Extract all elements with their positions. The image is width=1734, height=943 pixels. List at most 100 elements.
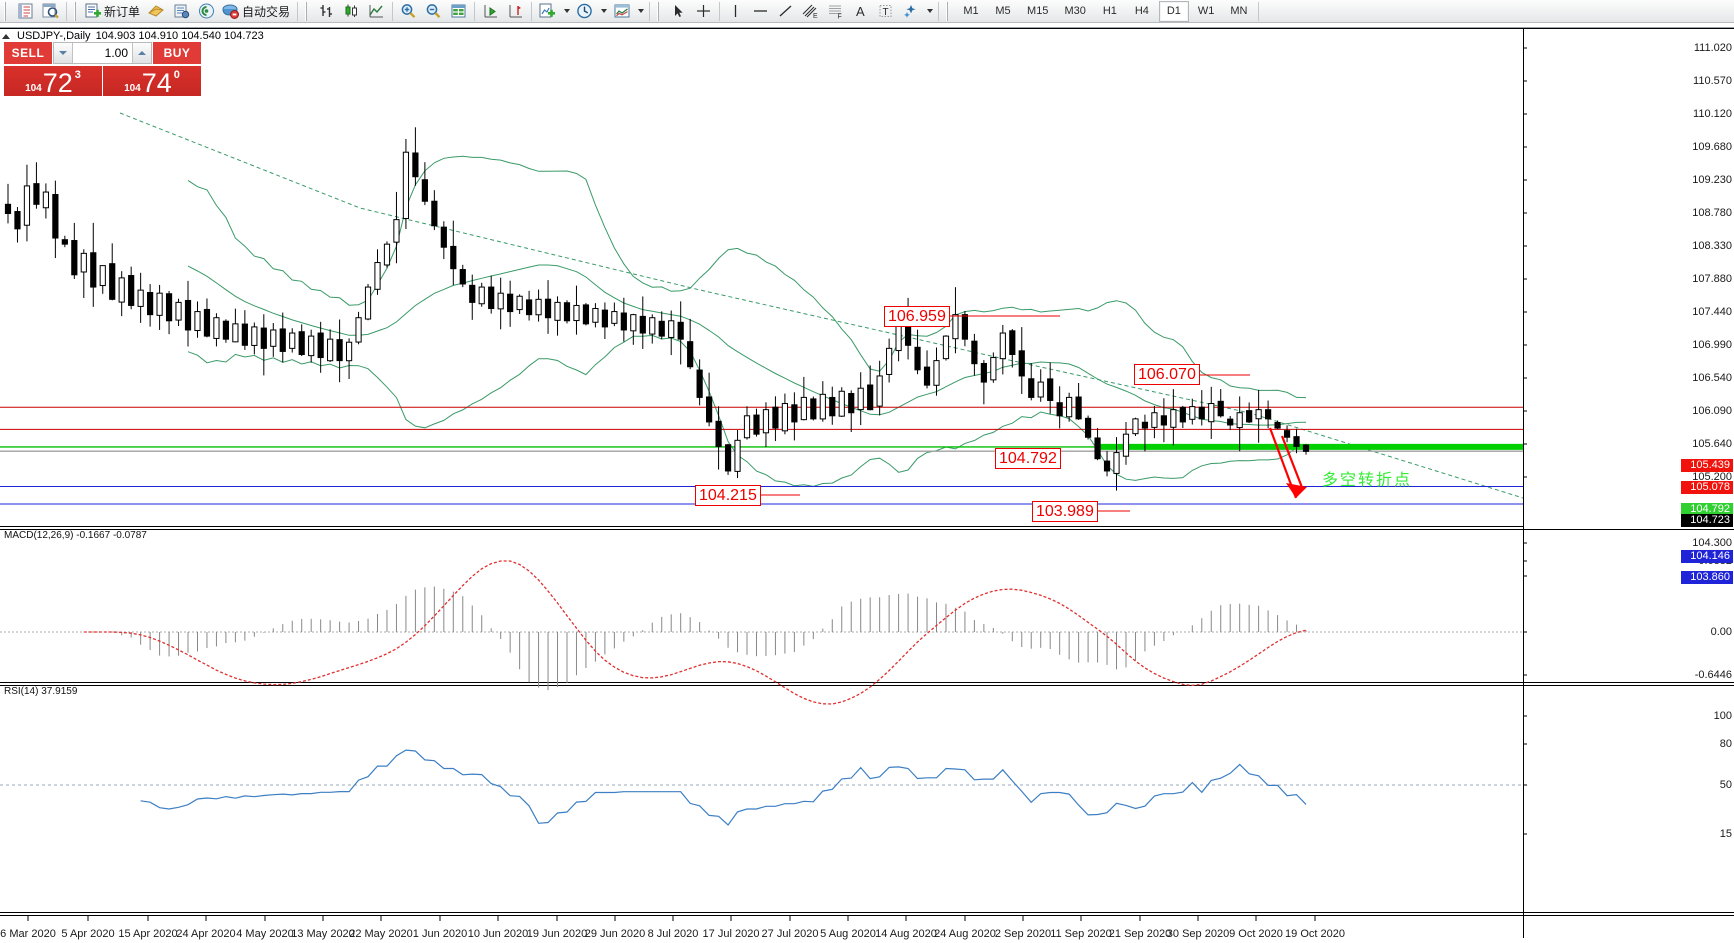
toolbar-separator-4 — [474, 1, 476, 21]
shapes-dropdown-icon[interactable] — [923, 1, 935, 22]
toolbar-grip-timeframes[interactable] — [945, 1, 953, 21]
price-axis-tick: 108.780 — [1692, 207, 1732, 219]
templates-dropdown-icon[interactable] — [634, 1, 646, 22]
candlestick-chart-icon[interactable] — [339, 1, 364, 22]
equidistant-channel-icon[interactable]: E — [798, 1, 823, 22]
price-axis-tick: 109.680 — [1692, 141, 1732, 153]
timeframe-button-m1[interactable]: M1 — [963, 5, 979, 17]
market-watch-icon[interactable] — [13, 1, 38, 22]
buy-price-prefix: 104 — [124, 83, 141, 94]
price-badge-black: 104.723 — [1681, 514, 1733, 527]
chart-grid-icon[interactable] — [446, 1, 471, 22]
timeframe-button-w1[interactable]: W1 — [1197, 5, 1215, 17]
time-axis-tick: 14 Aug 2020 — [875, 928, 937, 940]
toolbar-grip-standard[interactable] — [3, 1, 10, 21]
fibonacci-icon[interactable]: F — [823, 1, 848, 22]
sell-button[interactable]: SELL — [4, 42, 52, 64]
time-axis-tick: 13 May 2020 — [291, 928, 355, 940]
line-chart-icon[interactable] — [364, 1, 389, 22]
indicators-icon[interactable] — [535, 1, 560, 22]
time-axis-tick: 19 Oct 2020 — [1285, 928, 1345, 940]
toolbar-grip-drawing[interactable] — [656, 1, 664, 21]
chart-canvas[interactable] — [0, 28, 1734, 943]
auto-scroll-icon[interactable] — [478, 1, 503, 22]
price-annotation[interactable]: 103.989 — [1032, 501, 1098, 522]
toolbar-separator-6 — [649, 1, 651, 21]
timeframe-button-h1[interactable]: H1 — [1102, 5, 1117, 17]
timeframe-button-m5[interactable]: M5 — [995, 5, 1011, 17]
timeframe-button-mn[interactable]: MN — [1230, 5, 1248, 17]
periods-icon[interactable] — [572, 1, 597, 22]
bar-chart-icon[interactable] — [314, 1, 339, 22]
price-annotation[interactable]: 106.070 — [1134, 364, 1200, 385]
timeframe-button-h4[interactable]: H4 — [1134, 5, 1149, 17]
autotrading-button[interactable]: 自动交易 — [219, 1, 294, 22]
vertical-line-icon[interactable] — [723, 1, 748, 22]
chart-area[interactable] — [0, 28, 1734, 943]
price-annotation[interactable]: 106.959 — [884, 306, 950, 327]
timeframe-button-m15[interactable]: M15 — [1027, 5, 1049, 17]
toolbar-separator-3 — [392, 1, 394, 21]
main-toolbar: 新订单 自动交易 — [0, 0, 1734, 23]
volume-decrease-button[interactable] — [54, 43, 73, 63]
toolbar-separator-8 — [938, 1, 940, 21]
navigator-icon[interactable] — [38, 1, 63, 22]
volume-increase-button[interactable] — [132, 43, 151, 63]
one-click-trading-panel[interactable]: SELL 1.00 BUY 104 72 3 104 74 0 — [4, 42, 201, 96]
signals-icon[interactable] — [194, 1, 219, 22]
new-order-button[interactable]: 新订单 — [83, 1, 144, 22]
cursor-icon[interactable] — [666, 1, 691, 22]
rsi-indicator-label: RSI(14) 37.9159 — [2, 686, 80, 697]
time-axis-tick: 2 Sep 2020 — [994, 928, 1052, 940]
price-annotation[interactable]: 104.215 — [695, 485, 761, 506]
indicators-dropdown-icon[interactable] — [560, 1, 572, 22]
buy-price-display[interactable]: 104 74 0 — [103, 66, 201, 96]
price-annotation[interactable]: 104.792 — [995, 448, 1061, 469]
trendline-icon[interactable] — [773, 1, 798, 22]
collapse-triangle-icon[interactable] — [2, 33, 10, 39]
time-axis-tick: 11 Sep 2020 — [1050, 928, 1112, 940]
sell-price-display[interactable]: 104 72 3 — [4, 66, 102, 96]
svg-text:A: A — [856, 4, 865, 19]
toolbar-grip-chartops[interactable] — [304, 1, 312, 21]
shapes-icon[interactable] — [898, 1, 923, 22]
time-axis-tick: 6 Mar 2020 — [0, 928, 56, 940]
text-icon[interactable]: A — [848, 1, 873, 22]
new-order-label: 新订单 — [104, 4, 141, 19]
volume-stepper[interactable]: 1.00 — [53, 42, 152, 64]
crosshair-icon[interactable] — [691, 1, 716, 22]
timeframe-button-m30[interactable]: M30 — [1064, 5, 1086, 17]
buy-button[interactable]: BUY — [153, 42, 201, 64]
rsi-axis-tick: 80 — [1719, 738, 1732, 750]
price-badge-green: 104.792 — [1681, 503, 1733, 516]
volume-value[interactable]: 1.00 — [73, 43, 132, 63]
horizontal-line-icon[interactable] — [748, 1, 773, 22]
price-axis-tick: 110.120 — [1693, 108, 1732, 120]
toolbar-grip-charts[interactable] — [73, 1, 80, 21]
time-axis-tick: 17 Jul 2020 — [702, 928, 760, 940]
turning-point-note: 多空转折点 — [1322, 470, 1413, 489]
metaeditor-icon[interactable] — [144, 1, 169, 22]
price-axis-tick: 104.300 — [1692, 537, 1732, 549]
toolbar-separator-7 — [719, 1, 721, 21]
periods-dropdown-icon[interactable] — [597, 1, 609, 22]
chart-shift-icon[interactable] — [503, 1, 528, 22]
text-label-icon[interactable]: T — [873, 1, 898, 22]
price-axis-tick: 109.230 — [1692, 174, 1732, 186]
rsi-axis-tick: 15 — [1719, 828, 1732, 840]
autotrading-label: 自动交易 — [242, 4, 291, 19]
rsi-axis-tick: 100 — [1713, 710, 1732, 722]
time-axis-tick: 10 Jun 2020 — [467, 928, 529, 940]
time-axis-tick: 24 Apr 2020 — [176, 928, 236, 940]
zoom-in-icon[interactable] — [396, 1, 421, 22]
timeframe-button-d1[interactable]: D1 — [1158, 0, 1189, 22]
macd-indicator-label: MACD(12,26,9) -0.1667 -0.0787 — [2, 530, 149, 541]
price-badge-blue: 103.860 — [1681, 571, 1733, 584]
templates-icon[interactable] — [609, 1, 634, 22]
price-axis-tick: 107.440 — [1692, 306, 1732, 318]
toolbar-separator-5 — [531, 1, 533, 21]
zoom-out-icon[interactable] — [421, 1, 446, 22]
price-badge-blue: 104.146 — [1681, 550, 1733, 563]
terminal-icon[interactable] — [169, 1, 194, 22]
price-axis-tick: 107.880 — [1692, 273, 1732, 285]
